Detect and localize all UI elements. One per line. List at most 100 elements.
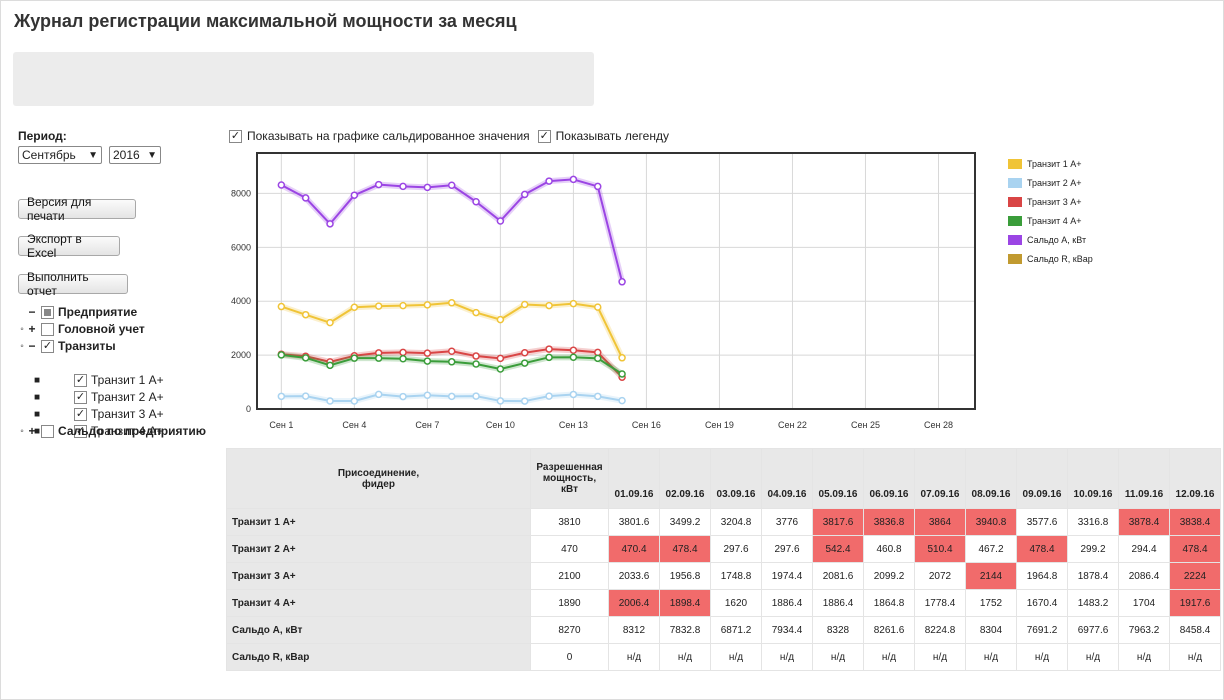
month-select[interactable]: Сентябрь ▼ <box>18 146 102 164</box>
value-cell: 3817.6 <box>812 508 864 536</box>
legend-label: Транзит 4 А+ <box>1027 215 1082 226</box>
value-cell: 2072 <box>914 562 966 590</box>
header-date-cell: 07.09.16 <box>914 448 966 509</box>
series-3-point <box>350 354 359 362</box>
legend-item[interactable]: Транзит 3 А+ <box>1008 192 1093 211</box>
show-legend-label: Показывать легенду <box>555 129 669 143</box>
header-date-cell: 10.09.16 <box>1067 448 1119 509</box>
series-0-point <box>277 302 286 311</box>
expand-icon[interactable]: + <box>28 424 36 438</box>
bullet-icon: ■ <box>33 374 41 386</box>
value-cell: 3577.6 <box>1016 508 1068 536</box>
series-0-point <box>447 299 456 307</box>
series-0-point <box>545 301 553 310</box>
value-cell: 1670.4 <box>1016 589 1068 617</box>
print-version-button[interactable]: Версия для печати <box>18 195 136 223</box>
series-3-point <box>374 354 383 362</box>
legend-swatch <box>1008 215 1022 226</box>
series-4-point <box>350 191 359 199</box>
series-3-point <box>277 351 286 359</box>
series-3-point <box>423 357 432 365</box>
row-name-cell: Сальдо А, кВт <box>226 616 531 644</box>
value-cell: 2033.6 <box>608 562 660 590</box>
series-0-point <box>618 354 626 362</box>
value-cell: 3878.4 <box>1118 508 1170 536</box>
legend-item[interactable]: Сальдо А, кВт <box>1008 230 1093 249</box>
value-cell: н/д <box>812 643 864 671</box>
x-tick-label: Сен 1 <box>269 420 293 430</box>
legend-item[interactable]: Сальдо R, кВар <box>1008 249 1093 268</box>
series-1-point <box>399 392 407 401</box>
tree-label-t1: Транзит 1 А+ <box>91 373 164 387</box>
value-cell: 3940.8 <box>965 508 1017 536</box>
x-tick-label: Сен 10 <box>486 420 515 430</box>
tree-checkbox-saldo[interactable] <box>41 424 54 438</box>
value-cell: 8304 <box>965 616 1017 644</box>
x-tick-label: Сен 13 <box>559 420 588 430</box>
value-cell: 7691.2 <box>1016 616 1068 644</box>
series-1-point <box>520 397 529 405</box>
tree-checkbox-t1[interactable]: ✓ <box>74 373 87 387</box>
legend-label: Транзит 3 А+ <box>1027 196 1082 207</box>
show-legend-checkbox[interactable]: ✓ <box>537 129 551 143</box>
table-row: Транзит 3 А+ 2100 2033.6 1956.8 1748.8 1974.4… <box>226 562 1221 590</box>
value-cell: 470.4 <box>608 535 660 563</box>
value-cell: 1886.4 <box>761 589 813 617</box>
value-cell: 1878.4 <box>1067 562 1119 590</box>
tree-checkbox-head[interactable] <box>41 322 54 336</box>
value-cell: 1964.8 <box>1016 562 1068 590</box>
value-cell: 6977.6 <box>1067 616 1119 644</box>
value-cell: 297.6 <box>761 535 813 563</box>
value-cell: н/д <box>965 643 1017 671</box>
series-0-point <box>593 303 602 311</box>
tree-node-saldo: ◦ + Сальдо по предприятию <box>17 423 206 439</box>
table-row: Сальдо R, кВар 0 н/д н/д н/д н/д н/д н/д н/д н/д н… <box>226 643 1221 671</box>
series-0-point <box>350 303 359 311</box>
value-cell: 2224 <box>1169 562 1221 590</box>
series-1-point <box>593 392 602 401</box>
row-name-cell: Транзит 4 А+ <box>226 589 531 617</box>
value-cell: 3776 <box>761 508 813 536</box>
info-banner <box>13 52 594 106</box>
show-saldo-label: Показывать на графике сальдированное зна… <box>247 129 530 143</box>
bullet-icon: ■ <box>33 408 41 420</box>
header-date-cell: 02.09.16 <box>659 448 711 509</box>
series-4-point <box>593 182 602 191</box>
value-cell: 510.4 <box>914 535 966 563</box>
series-1-point <box>569 390 578 399</box>
series-1-point <box>618 396 626 405</box>
value-cell: н/д <box>863 643 915 671</box>
legend-swatch <box>1008 177 1022 188</box>
collapse-icon[interactable]: − <box>28 305 36 319</box>
value-cell: 478.4 <box>1016 535 1068 563</box>
row-allowed-cell: 3810 <box>530 508 609 536</box>
bullet-icon: ◦ <box>20 425 24 437</box>
x-tick-label: Сен 22 <box>778 420 807 430</box>
series-4-point <box>374 180 383 189</box>
legend-item[interactable]: Транзит 1 А+ <box>1008 154 1093 173</box>
tree-checkbox-t2[interactable]: ✓ <box>74 390 87 404</box>
legend-item[interactable]: Транзит 4 А+ <box>1008 211 1093 230</box>
tree-label-t4: Транзит 4 А+ <box>91 424 164 438</box>
tree-checkbox-transits[interactable]: ✓ <box>41 339 54 353</box>
tree-checkbox-t3[interactable]: ✓ <box>74 407 87 421</box>
value-cell: 2006.4 <box>608 589 660 617</box>
tree-checkbox-root[interactable] <box>41 305 54 319</box>
collapse-icon[interactable]: − <box>28 339 36 353</box>
row-name-cell: Транзит 1 А+ <box>226 508 531 536</box>
show-saldo-checkbox[interactable]: ✓ <box>229 129 242 143</box>
x-tick-label: Сен 19 <box>705 420 734 430</box>
legend-swatch <box>1008 234 1022 245</box>
tree-node-t4: ■ ✓ Транзит 4 А+ <box>32 423 164 439</box>
x-tick-label: Сен 4 <box>342 420 366 430</box>
chart-options: ✓ Показывать на графике сальдированное з… <box>229 129 669 143</box>
header-date-cell: 06.09.16 <box>863 448 915 509</box>
legend-item[interactable]: Транзит 2 А+ <box>1008 173 1093 192</box>
value-cell: н/д <box>710 643 762 671</box>
value-cell: 297.6 <box>710 535 762 563</box>
tree-checkbox-t4[interactable]: ✓ <box>74 424 87 438</box>
year-select[interactable]: 2016 ▼ <box>109 146 161 164</box>
expand-icon[interactable]: + <box>28 322 36 336</box>
series-1-point <box>545 392 553 400</box>
series-2-point <box>545 345 553 353</box>
